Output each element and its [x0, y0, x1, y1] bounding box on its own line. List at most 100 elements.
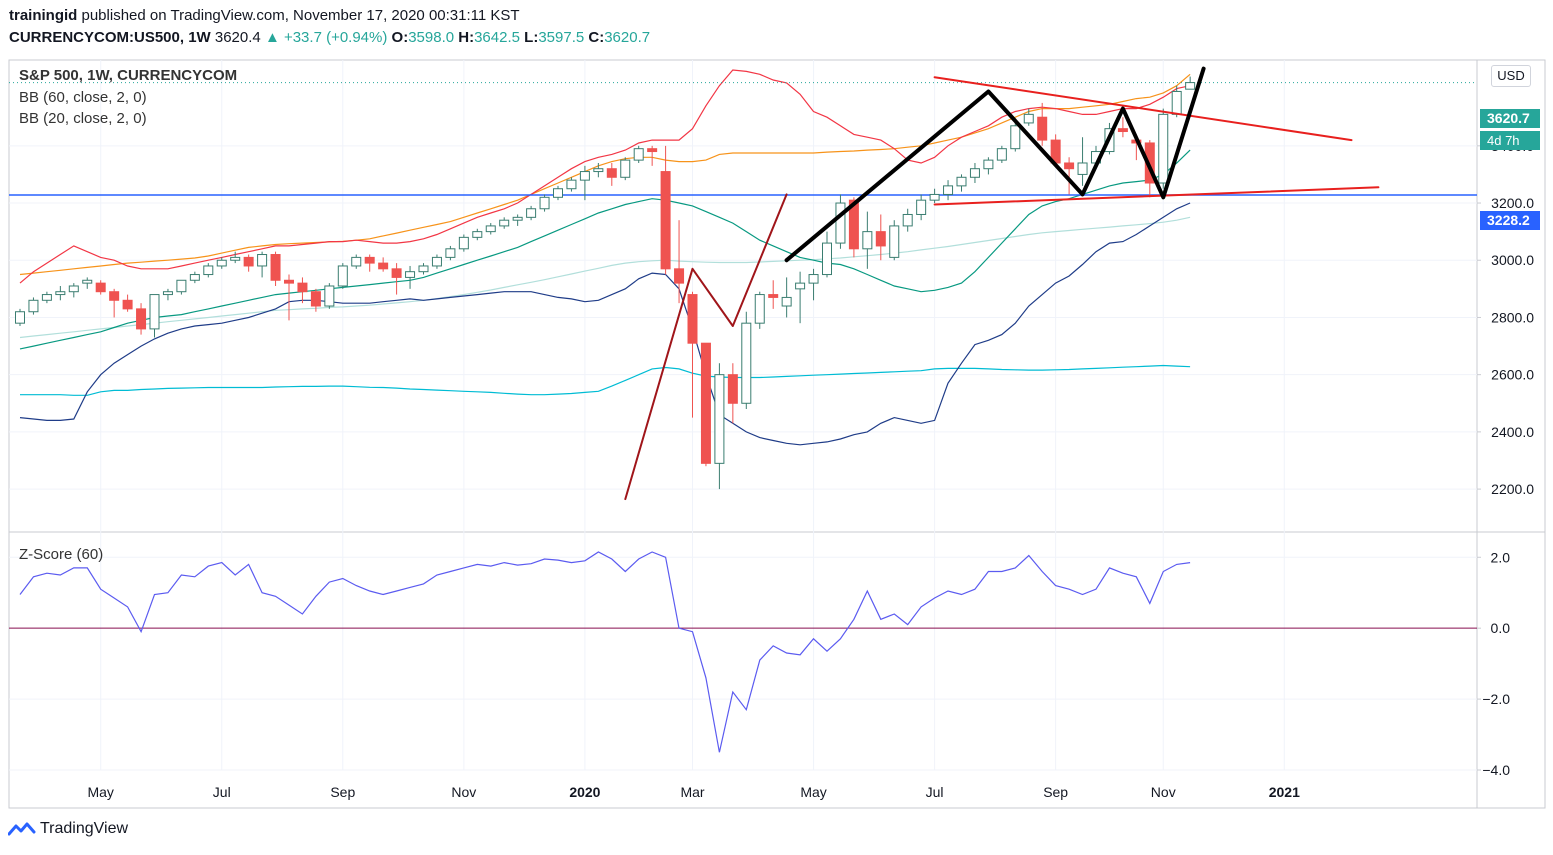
z-tick-label: 0.0	[1491, 620, 1511, 636]
candle-body	[727, 374, 738, 404]
publish-info: trainingid published on TradingView.com,…	[9, 7, 520, 24]
candle-body	[297, 282, 308, 293]
currency-button[interactable]: USD	[1491, 65, 1531, 87]
candle-body	[579, 171, 590, 181]
candle-body	[647, 148, 658, 153]
candle-body	[553, 188, 563, 198]
price-tick-label: 2800.0	[1491, 309, 1534, 325]
candle-body	[216, 259, 227, 267]
open-value: 3598.0	[408, 29, 455, 46]
price-tick-label: 2400.0	[1491, 424, 1534, 440]
footer-brand[interactable]: TradingView	[8, 820, 128, 838]
candle-body	[1037, 116, 1048, 141]
candle-body	[176, 279, 187, 293]
candle-body	[109, 291, 120, 301]
candle-body	[95, 282, 106, 293]
candle-body	[768, 294, 779, 298]
time-tick-label: Sep	[330, 784, 355, 800]
candle-body	[418, 265, 429, 273]
candle-body	[539, 196, 550, 210]
chart-title-legend: S&P 500, 1W, CURRENCYCOM	[19, 67, 238, 84]
time-tick-label: Jul	[926, 784, 944, 800]
zscore-legend[interactable]: Z-Score (60)	[19, 546, 104, 563]
candle-body	[902, 213, 913, 227]
price-tick-label: 3200.0	[1491, 195, 1534, 211]
last-price: 3620.4	[214, 29, 261, 46]
candle-body	[1171, 90, 1182, 115]
candle-body	[337, 265, 348, 287]
candle-body	[378, 262, 389, 270]
candle-body	[324, 285, 335, 307]
time-tick-label: Nov	[451, 784, 476, 800]
candle-body	[1158, 113, 1169, 184]
bb60-upper-line	[19, 73, 1191, 276]
tradingview-logo-icon	[8, 822, 36, 836]
candle-body	[889, 225, 900, 258]
candle-body	[943, 185, 954, 195]
candle-body	[512, 216, 523, 221]
zigzag-maroon-path[interactable]	[624, 193, 788, 501]
candle-body	[674, 268, 685, 284]
author-name[interactable]: trainingid	[9, 7, 78, 24]
time-tick-label: 2020	[569, 784, 600, 800]
candle-body	[458, 236, 469, 250]
upper-trendline[interactable]	[933, 76, 1353, 142]
lower-trendline[interactable]	[933, 186, 1380, 206]
price-tick-label: 2600.0	[1491, 367, 1534, 383]
candle-body	[620, 159, 631, 178]
candle-body	[41, 294, 52, 301]
candle-body	[243, 256, 254, 267]
zscore-line	[19, 551, 1191, 753]
candle-body	[364, 256, 375, 264]
candle-body	[257, 254, 268, 267]
candle-body	[956, 176, 967, 187]
time-tick-label: Jul	[213, 784, 231, 800]
high-value: 3642.5	[474, 29, 520, 46]
candle-body	[1010, 125, 1021, 150]
candle-body	[687, 294, 698, 344]
z-tick-label: −4.0	[1482, 762, 1510, 778]
candle-body	[996, 148, 1007, 161]
symbol-label: CURRENCYCOM:US500, 1W	[9, 29, 211, 46]
candle-body	[848, 199, 859, 250]
close-value: 3620.7	[604, 29, 651, 46]
bb60-basis-line	[19, 216, 1191, 339]
candle-body	[700, 342, 711, 464]
low-label: L:	[524, 29, 539, 46]
time-tick-label: May	[87, 784, 113, 800]
candle-body	[835, 202, 846, 244]
candle-body	[526, 208, 537, 218]
close-label: C:	[588, 29, 605, 46]
price-tick-label: 2200.0	[1491, 481, 1534, 497]
zigzag-black-path[interactable]	[784, 66, 1206, 263]
candle-body	[431, 256, 442, 267]
candle-body	[28, 299, 39, 313]
candle-body	[593, 168, 604, 173]
candle-body	[969, 168, 980, 178]
bb20-legend[interactable]: BB (20, close, 2, 0)	[19, 110, 147, 127]
price-tick-label: 3000.0	[1491, 252, 1534, 268]
candle-body	[472, 231, 483, 238]
time-tick-label: Nov	[1151, 784, 1176, 800]
bb20-lower-line	[19, 202, 1191, 446]
candle-body	[714, 374, 725, 464]
candle-body	[741, 322, 752, 404]
candle-body	[795, 282, 806, 290]
level-price-tag: 3228.2	[1480, 211, 1540, 230]
price-change: ▲ +33.7 (+0.94%)	[264, 29, 388, 46]
candle-body	[660, 171, 671, 270]
bb60-legend[interactable]: BB (60, close, 2, 0)	[19, 89, 147, 106]
candle-body	[808, 274, 819, 284]
bb60-lower-line	[20, 364, 1191, 396]
candle-body	[633, 148, 644, 161]
bb20-upper-line	[19, 69, 1191, 284]
candle-body	[68, 285, 79, 293]
bb20-basis-line	[19, 149, 1191, 350]
candle-body	[875, 231, 886, 247]
z-tick-label: 2.0	[1491, 549, 1511, 565]
candle-body	[754, 294, 765, 324]
high-label: H:	[458, 29, 475, 46]
candle-body	[82, 279, 93, 284]
candle-body	[351, 256, 362, 267]
